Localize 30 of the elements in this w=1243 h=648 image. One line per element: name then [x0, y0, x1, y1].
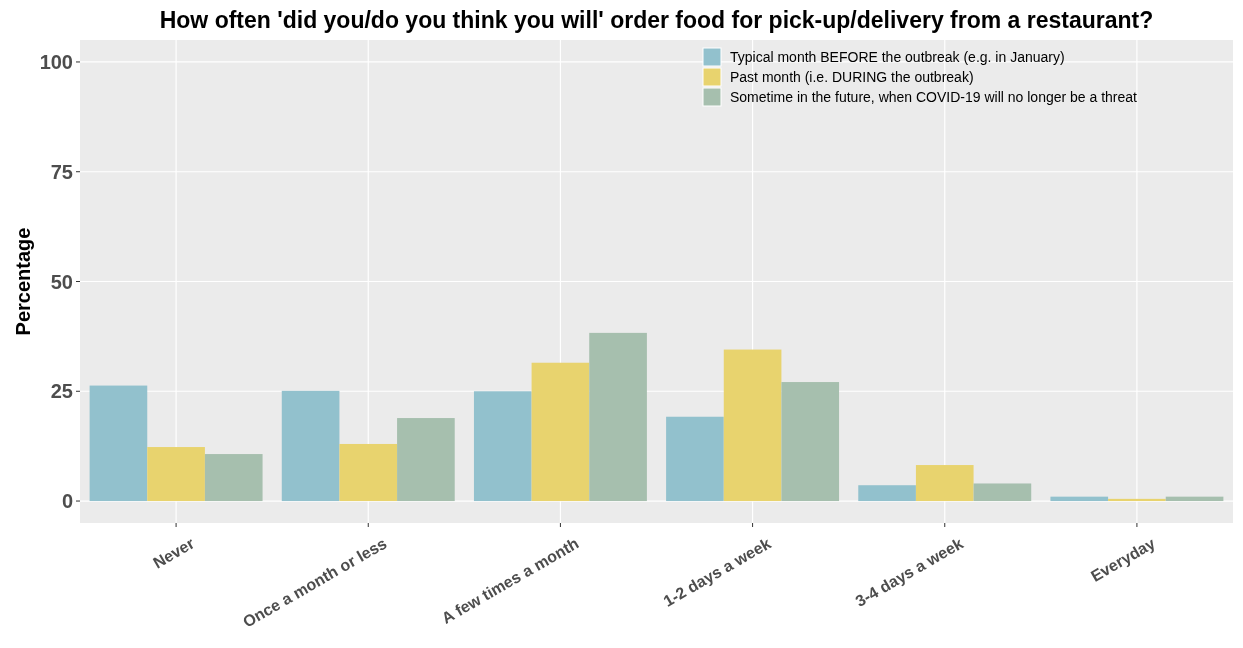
y-tick-label: 75 — [50, 160, 73, 183]
bar — [204, 454, 263, 502]
bar — [1050, 496, 1109, 502]
bar — [723, 349, 782, 502]
legend-label: Typical month BEFORE the outbreak (e.g. in January) — [730, 48, 1065, 65]
bar — [473, 391, 532, 502]
bar — [781, 382, 840, 502]
bar — [397, 418, 455, 502]
legend-label: Past month (i.e. DURING the outbreak) — [730, 68, 974, 85]
bar — [1165, 496, 1224, 502]
bar — [666, 416, 724, 502]
chart-title: How often 'did you/do you think you will' order food for pick-up/delivery from a restaurant? — [159, 7, 1154, 33]
bar — [339, 443, 398, 502]
bar — [147, 447, 205, 502]
y-axis-title: Percentage — [12, 227, 34, 336]
y-tick-label: 0 — [61, 490, 73, 513]
bar — [858, 485, 916, 502]
bar — [915, 465, 974, 502]
x-tick-label: 3-4 days a week — [852, 534, 966, 610]
bar — [1108, 498, 1166, 502]
y-tick-label: 100 — [39, 50, 73, 73]
bar — [531, 362, 590, 502]
bar — [589, 332, 647, 502]
bar — [89, 385, 148, 502]
y-tick-label: 25 — [50, 380, 73, 403]
bar — [973, 483, 1032, 502]
legend-label: Sometime in the future, when COVID-19 will no longer be a threat — [730, 88, 1138, 105]
y-tick-label: 50 — [50, 270, 73, 293]
x-tick-label: 1-2 days a week — [660, 534, 774, 610]
bar — [281, 390, 340, 502]
